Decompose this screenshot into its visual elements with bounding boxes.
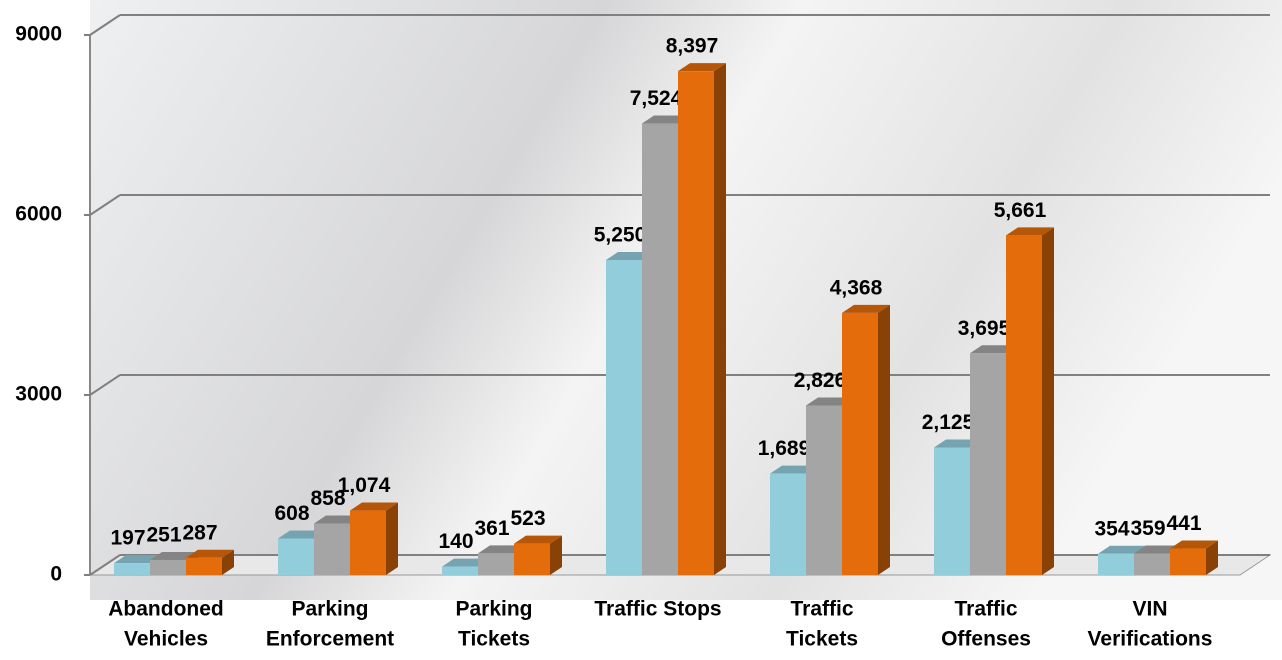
bar	[1006, 235, 1042, 575]
x-tick-label: Tickets	[458, 628, 530, 651]
y-tick-label: 9000	[15, 23, 62, 46]
bar-side	[386, 503, 398, 575]
x-tick-label: Verifications	[1088, 628, 1213, 651]
y-tick-label: 0	[50, 563, 62, 586]
y-tick-label: 6000	[15, 203, 62, 226]
bar	[150, 560, 186, 575]
value-label: 354	[1094, 517, 1129, 540]
x-tick-label: Abandoned	[108, 598, 224, 621]
value-label: 523	[510, 507, 545, 530]
bar	[442, 567, 478, 575]
value-label: 361	[474, 517, 509, 540]
x-tick-label: Tickets	[786, 628, 858, 651]
bar	[278, 539, 314, 575]
bar	[770, 474, 806, 575]
bar	[514, 544, 550, 575]
bar	[606, 260, 642, 575]
bar	[114, 563, 150, 575]
value-label: 251	[146, 523, 181, 546]
x-tick-label: VIN	[1132, 598, 1167, 621]
x-tick-label: Traffic	[790, 598, 853, 621]
bar-side	[878, 305, 890, 575]
value-label: 8,397	[666, 35, 719, 58]
value-label: 2,826	[794, 369, 847, 392]
chart: 0 3000 6000 9000 Abandoned Vehicles 197251287 P…	[0, 0, 1282, 660]
x-tick-label: Vehicles	[124, 628, 208, 651]
x-tick-label: Offenses	[941, 628, 1031, 651]
bar	[934, 448, 970, 576]
value-label: 5,250	[594, 224, 647, 247]
value-label: 608	[274, 502, 309, 525]
page: 0 3000 6000 9000 Abandoned Vehicles 197251287 P…	[0, 0, 1282, 660]
x-tick-label: Traffic	[954, 598, 1017, 621]
x-tick-label: Parking	[291, 598, 368, 621]
value-label: 197	[110, 527, 145, 550]
x-tick-label: Parking	[455, 598, 532, 621]
bar	[1134, 553, 1170, 575]
y-tick-label: 3000	[15, 383, 62, 406]
value-label: 1,074	[338, 474, 391, 497]
value-label: 287	[182, 521, 217, 544]
value-label: 359	[1130, 517, 1165, 540]
bar	[678, 71, 714, 575]
value-label: 4,368	[830, 276, 883, 299]
value-label: 2,125	[922, 411, 975, 434]
value-label: 3,695	[958, 317, 1011, 340]
x-tick-label: Enforcement	[266, 628, 394, 651]
bar	[1098, 554, 1134, 575]
bar	[186, 558, 222, 575]
bar	[642, 124, 678, 575]
value-label: 140	[438, 530, 473, 553]
value-label: 7,524	[630, 87, 683, 110]
value-label: 1,689	[758, 437, 811, 460]
bar	[314, 524, 350, 575]
bar-side	[714, 63, 726, 575]
bar-side	[1042, 227, 1054, 575]
bar	[970, 353, 1006, 575]
bar	[806, 405, 842, 575]
bar	[1170, 549, 1206, 575]
value-label: 5,661	[994, 199, 1047, 222]
bar	[842, 313, 878, 575]
bar	[478, 553, 514, 575]
value-label: 441	[1166, 512, 1201, 535]
bar	[350, 511, 386, 575]
x-tick-label: Traffic Stops	[594, 598, 721, 621]
